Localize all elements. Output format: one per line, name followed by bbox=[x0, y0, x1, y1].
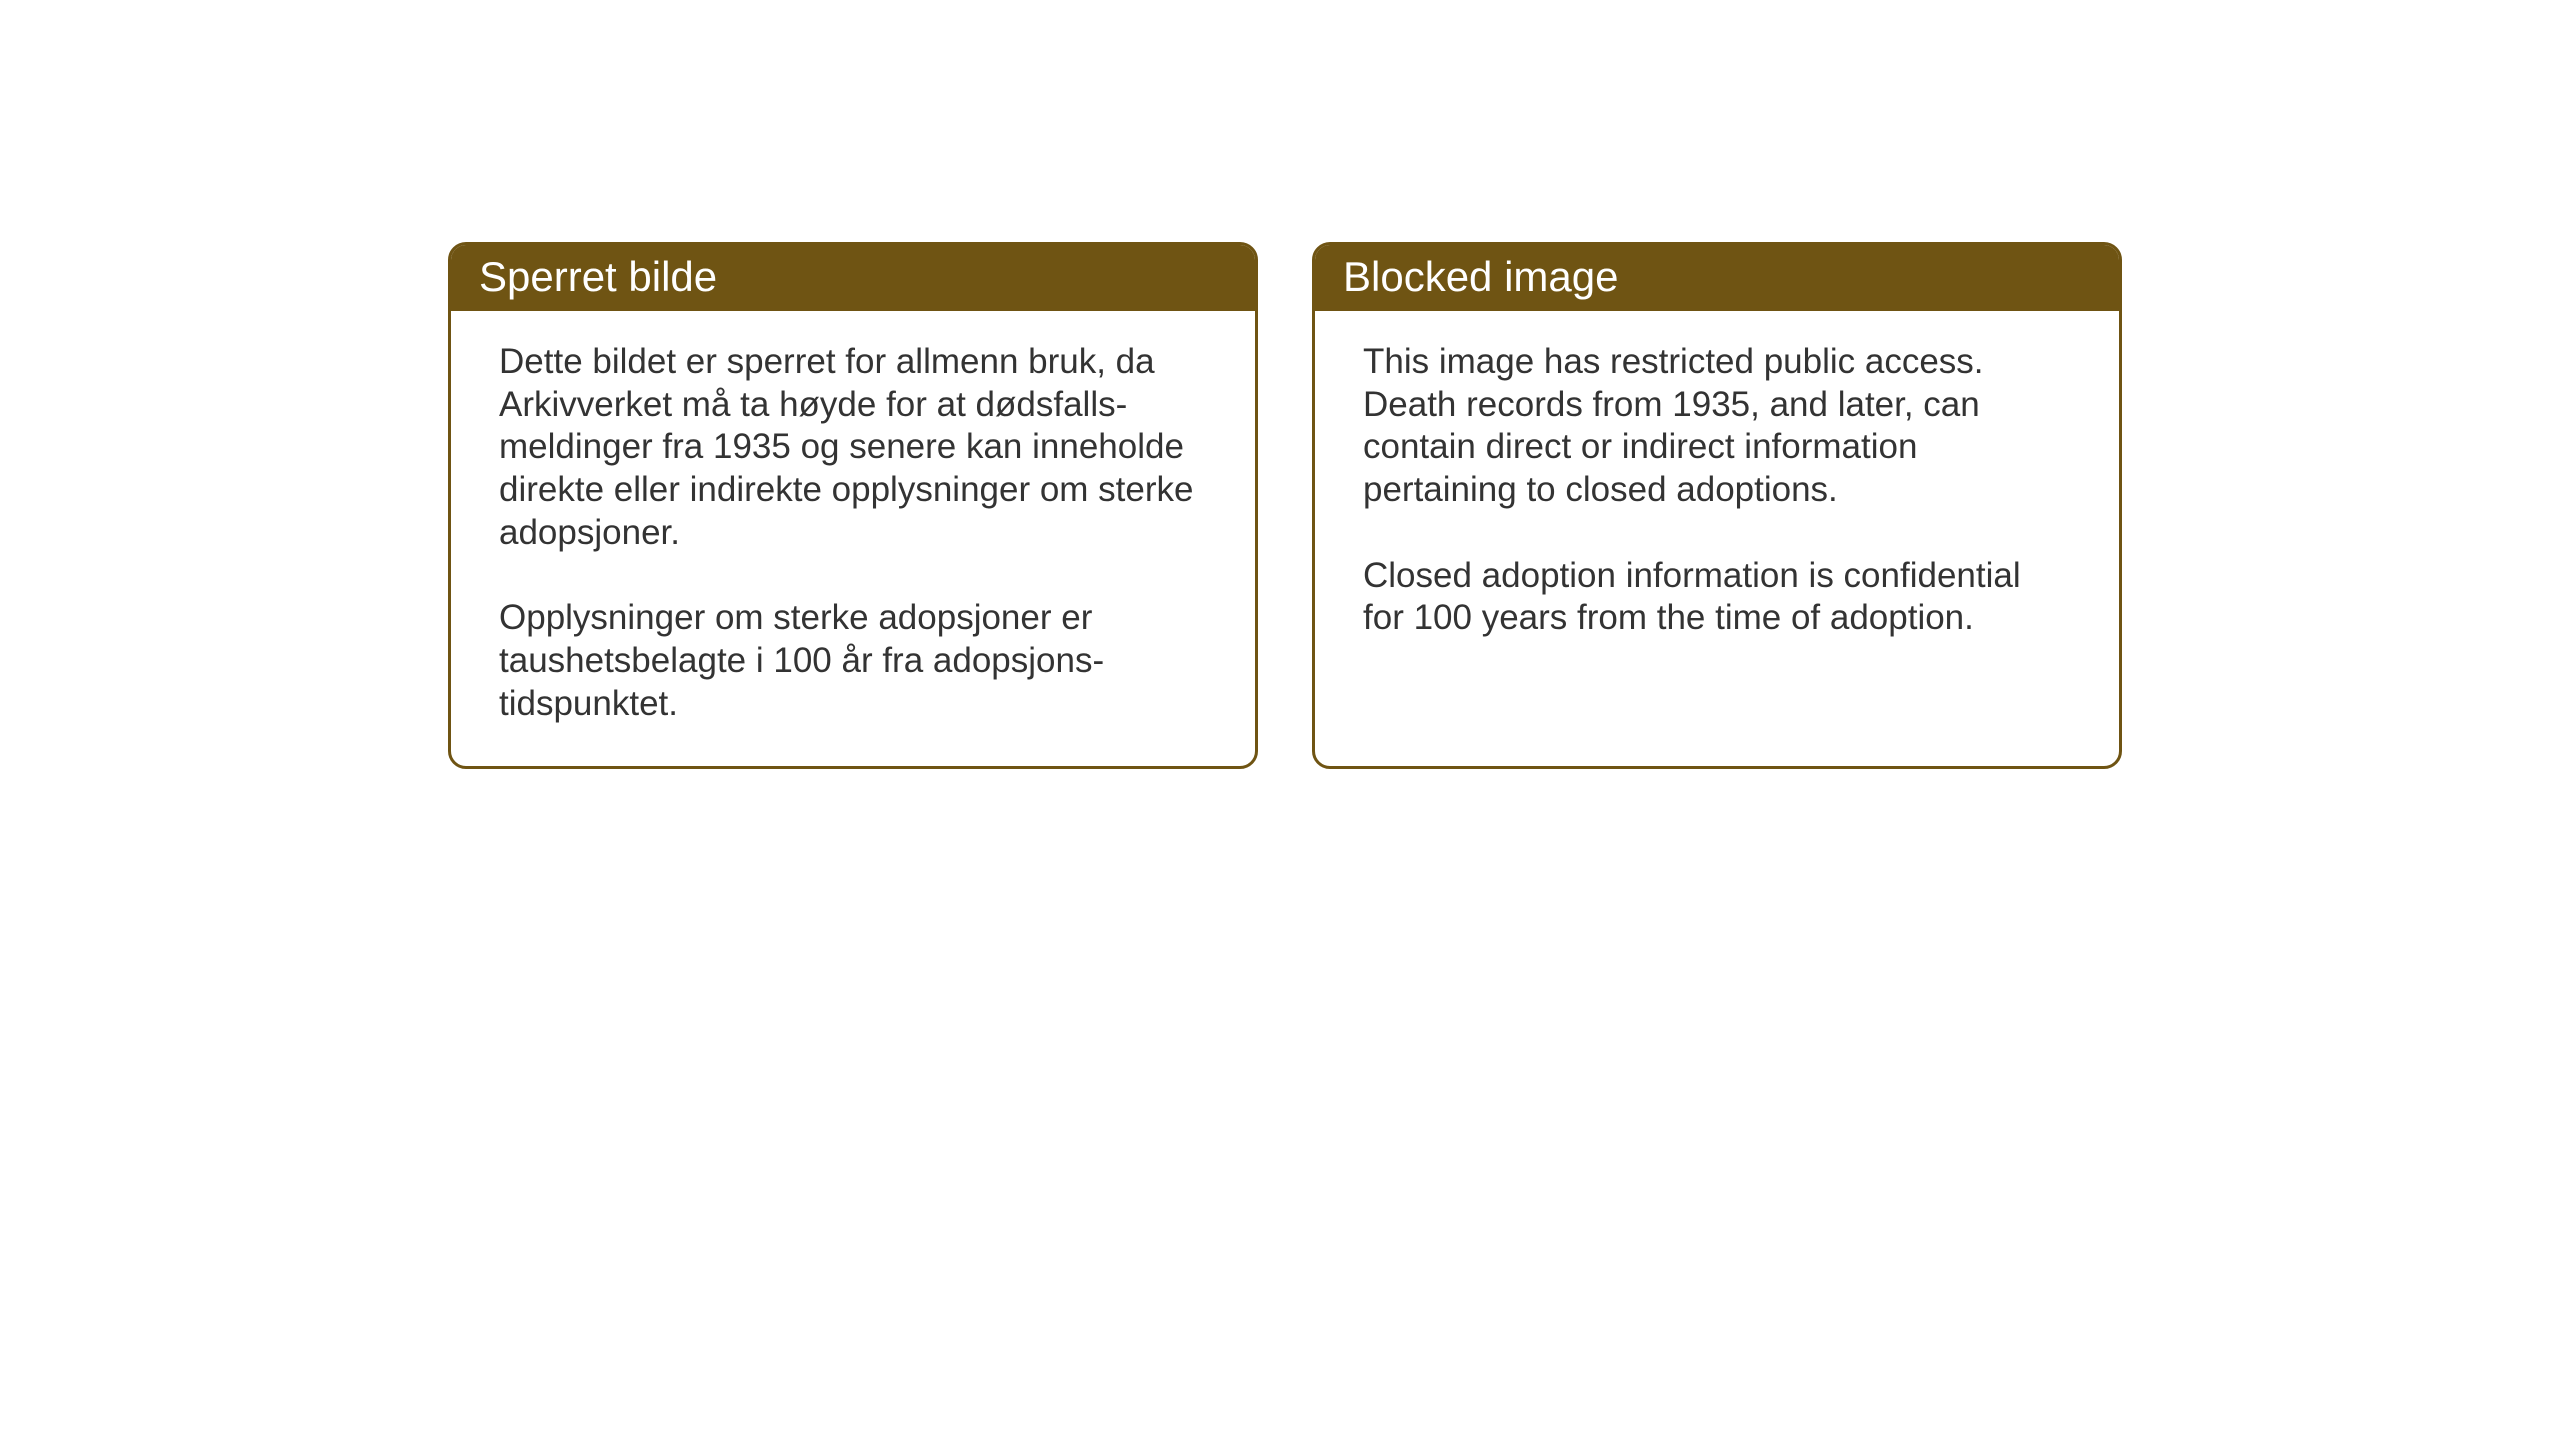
notice-cards-container: Sperret bilde Dette bildet er sperret fo… bbox=[448, 242, 2122, 769]
english-paragraph-2: Closed adoption information is confident… bbox=[1363, 555, 2071, 640]
norwegian-paragraph-1: Dette bildet er sperret for allmenn bruk… bbox=[499, 341, 1207, 554]
norwegian-notice-card: Sperret bilde Dette bildet er sperret fo… bbox=[448, 242, 1258, 769]
english-paragraph-1: This image has restricted public access.… bbox=[1363, 341, 2071, 512]
english-card-body: This image has restricted public access.… bbox=[1315, 311, 2119, 680]
english-notice-card: Blocked image This image has restricted … bbox=[1312, 242, 2122, 769]
english-card-title: Blocked image bbox=[1315, 245, 2119, 311]
norwegian-card-body: Dette bildet er sperret for allmenn bruk… bbox=[451, 311, 1255, 766]
norwegian-card-title: Sperret bilde bbox=[451, 245, 1255, 311]
norwegian-paragraph-2: Opplysninger om sterke adopsjoner er tau… bbox=[499, 597, 1207, 725]
